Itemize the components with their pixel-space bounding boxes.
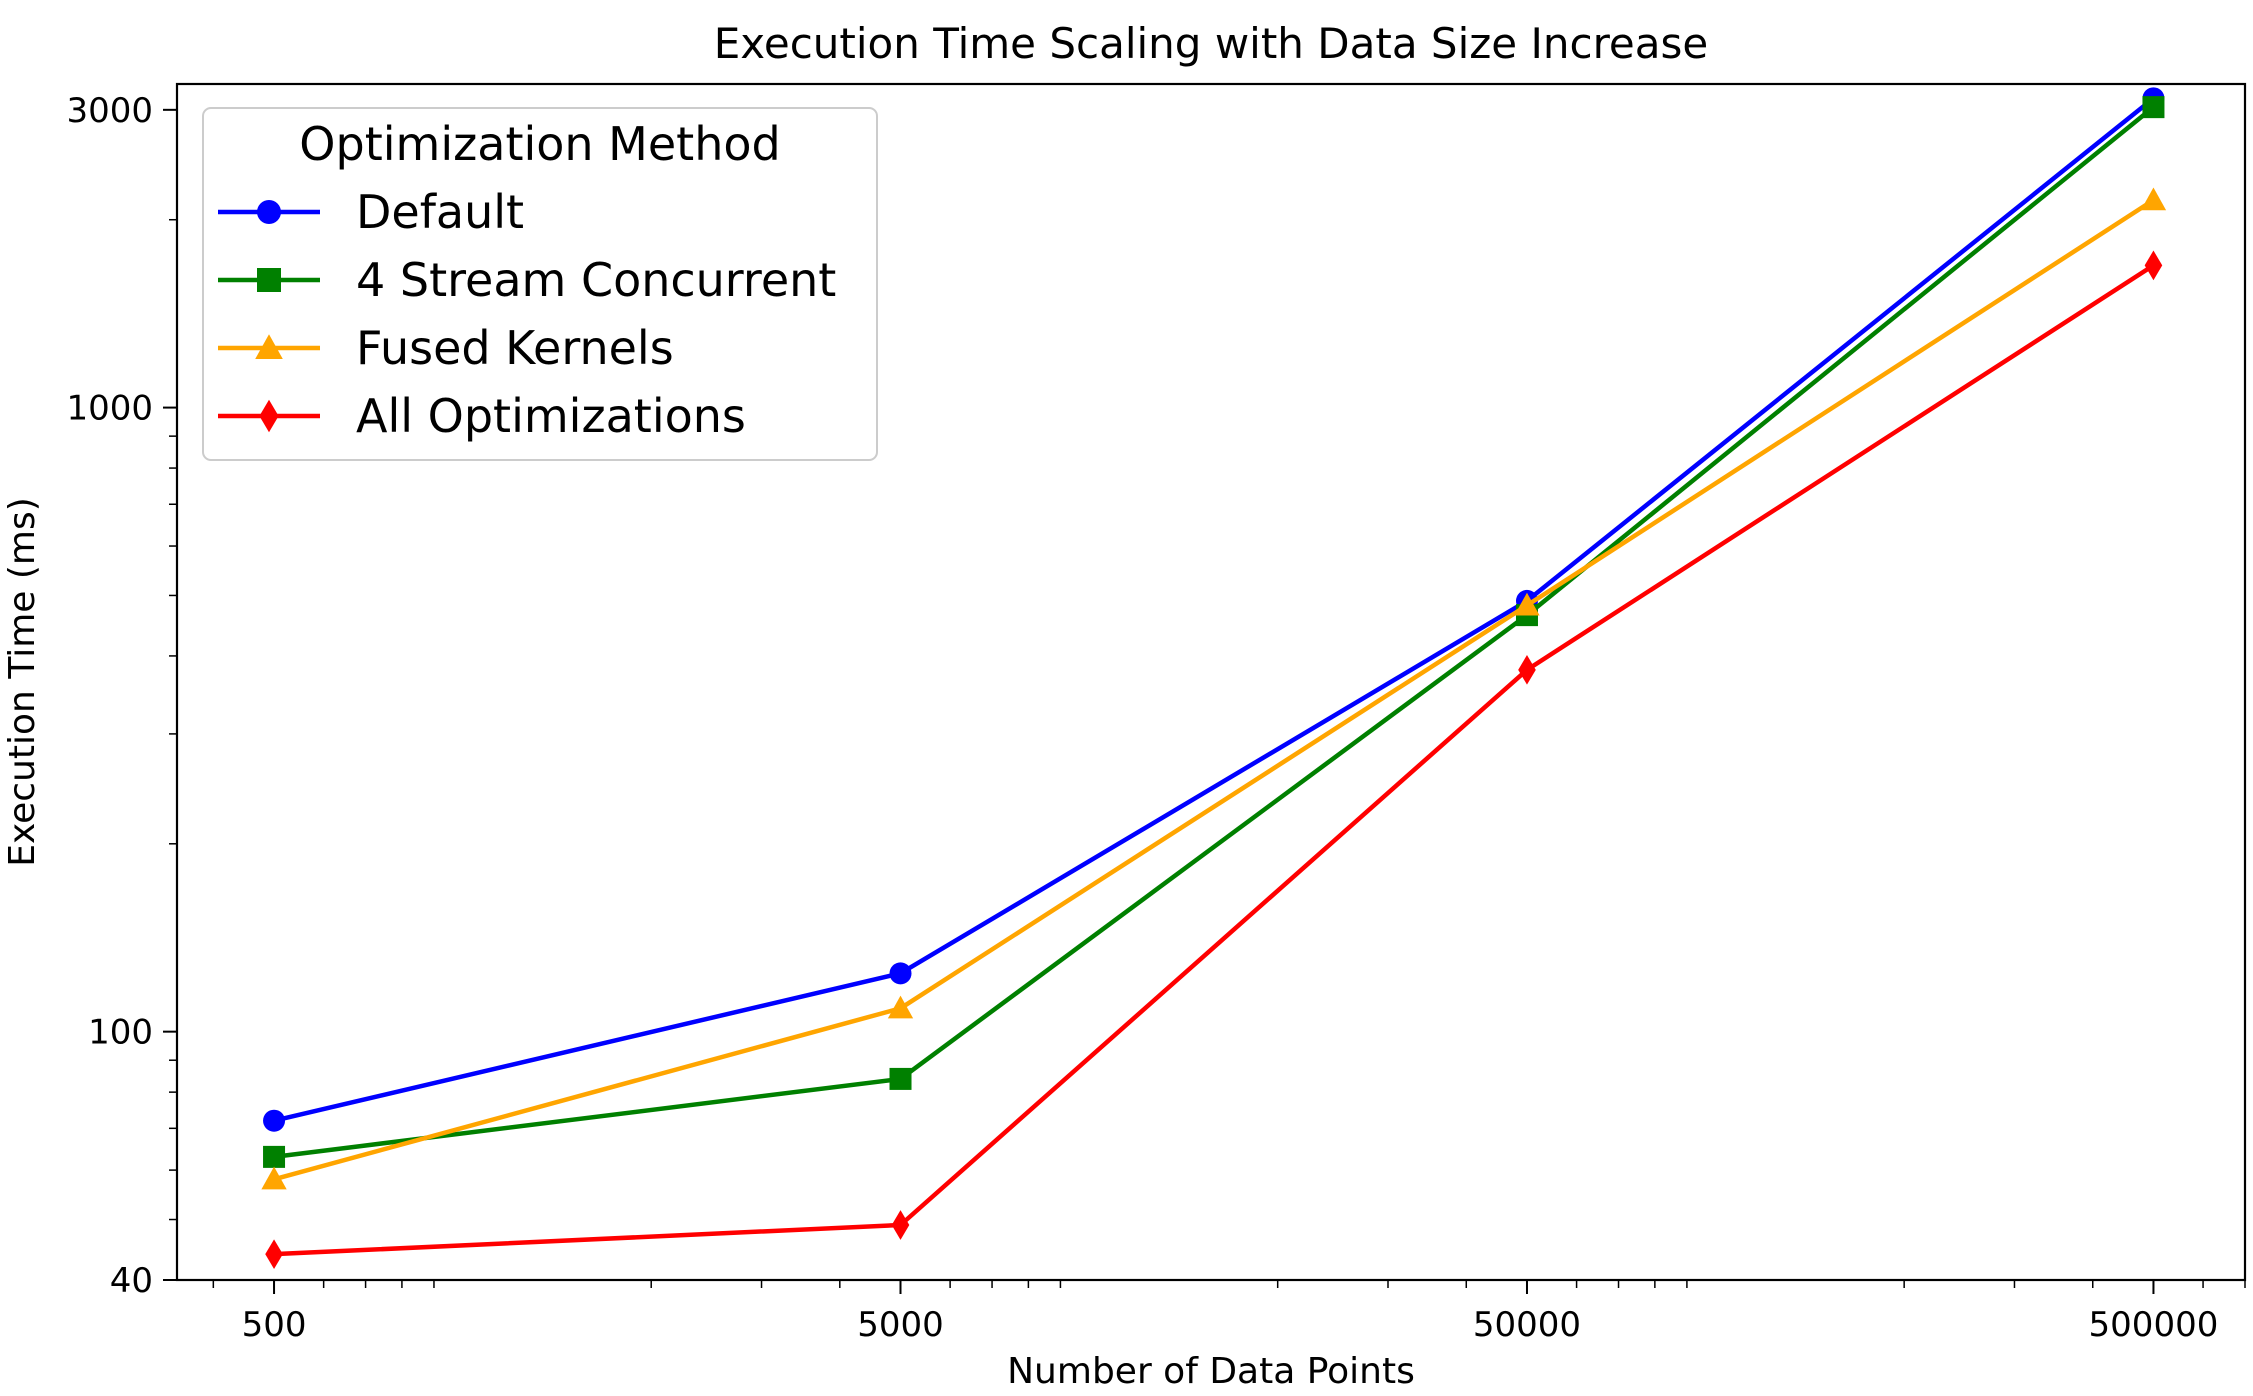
legend-swatch-marker xyxy=(257,200,281,224)
legend-box xyxy=(202,107,878,461)
series-4-stream-concurrent xyxy=(263,96,2165,1168)
legend-label: Fused Kernels xyxy=(356,321,674,375)
data-point-all-optimizations xyxy=(891,1210,910,1240)
y-tick-label: 1000 xyxy=(66,389,153,429)
legend-label: Default xyxy=(356,185,524,239)
data-point-default xyxy=(263,1109,286,1132)
legend-swatch-marker xyxy=(259,399,279,433)
legend-swatch-marker xyxy=(257,268,281,292)
plot-frame xyxy=(175,82,2247,1282)
x-axis-label: Number of Data Points xyxy=(1007,1351,1415,1392)
legend-swatch-marker xyxy=(255,334,283,360)
series-line-fused-kernels xyxy=(273,198,2155,1182)
y-tick-label: 40 xyxy=(110,1261,153,1301)
data-point-4-stream-concurrent xyxy=(2142,96,2165,119)
data-point-fused-kernels xyxy=(261,1166,287,1190)
data-point-4-stream-concurrent xyxy=(263,1145,286,1168)
data-point-fused-kernels xyxy=(1514,592,1540,616)
series-line-all-optimizations xyxy=(273,263,2155,1257)
x-tick-label: 5000 xyxy=(857,1305,944,1345)
x-tick-label: 500000 xyxy=(2089,1305,2219,1345)
y-tick-label: 100 xyxy=(88,1013,153,1053)
data-point-fused-kernels xyxy=(2140,187,2167,211)
legend-label: 4 Stream Concurrent xyxy=(356,253,836,307)
data-point-fused-kernels xyxy=(887,995,914,1019)
series-line-default xyxy=(273,96,2155,1123)
legend-title: Optimization Method xyxy=(299,117,780,171)
series-line-4-stream-concurrent xyxy=(273,105,2155,1160)
y-axis-label: Execution Time (ms) xyxy=(2,497,43,867)
legend: Optimization Method Default 4 Stream Conc… xyxy=(202,107,878,461)
series-fused-kernels xyxy=(261,187,2167,1190)
legend-entry-fused-kernels: Fused Kernels xyxy=(218,321,674,375)
legend-entry-4-stream-concurrent: 4 Stream Concurrent xyxy=(218,253,836,307)
legend-label: All Optimizations xyxy=(356,389,746,443)
series-all-optimizations xyxy=(265,250,2163,1270)
ticks-layer: 500 5000 50000 500000 40 100 1000 3000 xyxy=(66,91,2246,1345)
chart-title: Execution Time Scaling with Data Size In… xyxy=(714,19,1708,68)
data-point-all-optimizations xyxy=(1518,654,1536,685)
legend-entry-default: Default xyxy=(218,185,524,239)
data-point-all-optimizations xyxy=(265,1239,283,1270)
data-point-all-optimizations xyxy=(2144,250,2163,281)
legend-entry-all-optimizations: All Optimizations xyxy=(218,389,746,443)
data-point-4-stream-concurrent xyxy=(889,1067,912,1090)
data-point-default xyxy=(889,962,912,985)
x-tick-label: 50000 xyxy=(1473,1305,1581,1345)
y-tick-label: 3000 xyxy=(66,91,153,131)
x-tick-label: 500 xyxy=(242,1305,307,1345)
series-layer xyxy=(261,87,2167,1270)
